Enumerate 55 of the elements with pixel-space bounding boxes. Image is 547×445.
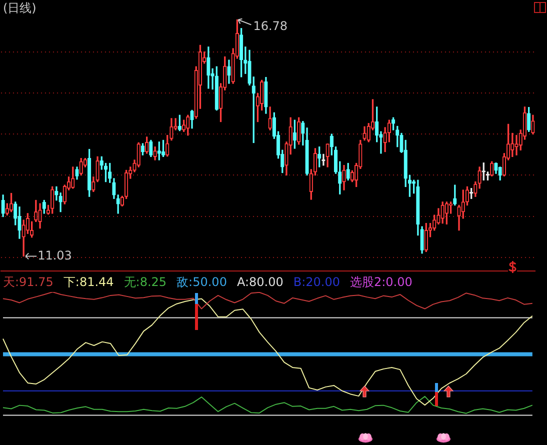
candlestick [5, 203, 9, 216]
text: 无:8.25 [124, 275, 167, 290]
candlestick [248, 50, 252, 86]
candlestick [153, 146, 157, 160]
text: 敌:50.00 [176, 275, 227, 290]
candlestick [9, 192, 14, 212]
annotation: 16.78 [253, 18, 288, 33]
candlestick [292, 120, 297, 149]
candlestick [161, 140, 166, 158]
candlestick [510, 132, 514, 158]
text: 选股2:0.00 [350, 275, 412, 290]
text: 下:81.44 [63, 275, 114, 290]
candlestick [239, 28, 244, 78]
candlestick [252, 76, 256, 144]
candlestick [71, 166, 75, 189]
candlestick [457, 204, 461, 231]
candlestick [383, 127, 387, 152]
candlestick [214, 66, 218, 111]
candlestick [498, 166, 502, 180]
candlestick [22, 220, 26, 257]
candlestick [424, 222, 428, 252]
candlestick [527, 107, 531, 132]
candlestick [268, 106, 272, 130]
candlestick [490, 161, 494, 176]
candlestick [34, 200, 38, 222]
candlestick [322, 154, 326, 166]
candlestick [79, 158, 83, 176]
annotation: 11.03 [38, 248, 72, 262]
candlestick [170, 118, 174, 141]
text: B:20.00 [293, 275, 340, 290]
candlestick [38, 203, 42, 229]
candlestick [494, 162, 498, 174]
candlestick [140, 143, 145, 156]
candlestick [42, 200, 46, 214]
candlestick [178, 114, 182, 132]
candlestick [50, 186, 54, 214]
text: A:80.00 [236, 275, 284, 290]
candlestick [264, 76, 268, 114]
candlestick [346, 162, 350, 180]
chart-title: (日线) [3, 1, 36, 16]
candlestick [326, 144, 330, 168]
candlestick [190, 110, 194, 129]
candlestick [531, 114, 535, 134]
candlestick [75, 166, 79, 180]
candlestick [440, 202, 444, 224]
candlestick [514, 134, 518, 156]
series-label: 天:91.75 [3, 275, 54, 290]
candlestick [1, 194, 5, 218]
candlestick [149, 140, 153, 158]
candlestick [166, 134, 170, 157]
candlestick [260, 80, 264, 111]
candlestick [87, 148, 92, 197]
candlestick [362, 126, 366, 141]
candlestick [342, 164, 346, 190]
candlestick [444, 202, 449, 224]
